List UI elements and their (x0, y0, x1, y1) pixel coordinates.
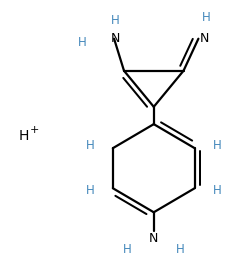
Text: H: H (77, 36, 86, 49)
Text: H: H (18, 129, 29, 143)
Text: H: H (213, 139, 221, 152)
Text: H: H (111, 14, 120, 27)
Text: N: N (149, 232, 158, 245)
Text: N: N (200, 32, 209, 45)
Text: H: H (175, 243, 184, 256)
Text: +: + (30, 125, 39, 135)
Text: N: N (111, 32, 120, 45)
Text: H: H (86, 139, 95, 152)
Text: H: H (201, 11, 210, 24)
Text: H: H (86, 184, 95, 197)
Text: H: H (213, 184, 221, 197)
Text: H: H (123, 243, 132, 256)
